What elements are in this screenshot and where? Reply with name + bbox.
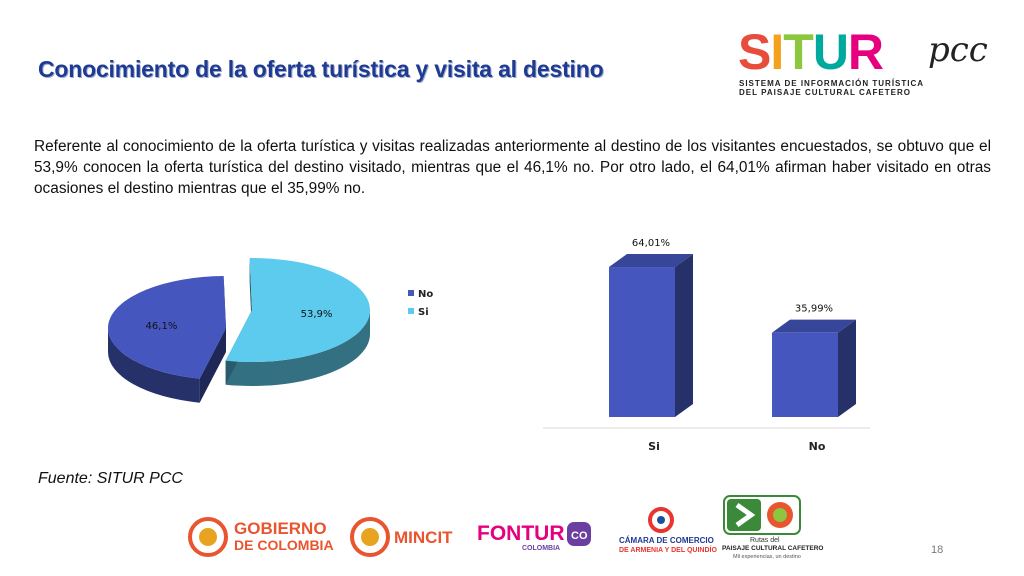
pie-slice-cut-no xyxy=(199,328,226,403)
bar-tick-label: Si xyxy=(648,440,660,453)
bar-tick-label: No xyxy=(809,440,826,453)
bar-si xyxy=(609,267,675,417)
rutas-line1: Rutas del xyxy=(750,537,780,544)
fontur-logo: FONTUR CO COLOMBIA xyxy=(477,522,591,552)
co-badge-icon xyxy=(567,522,591,546)
page-number: 18 xyxy=(931,544,944,556)
gobierno-line2: DE COLOMBIA xyxy=(234,537,334,553)
source-note: Fuente: SITUR PCC xyxy=(38,470,183,487)
svg-text:CO: CO xyxy=(571,530,588,542)
bar-side-no xyxy=(838,319,856,417)
fontur-text: FONTUR xyxy=(477,522,565,545)
gobierno-line1: GOBIERNO xyxy=(234,519,327,538)
pie-slice-no xyxy=(107,276,226,379)
pie-slice-side-si xyxy=(225,310,370,386)
pie-slice-side-no xyxy=(108,328,200,403)
mincit-logo: MINCIT xyxy=(350,517,453,557)
bar-data-label: 64,01% xyxy=(632,238,670,249)
bar-top-si xyxy=(609,254,693,268)
situr-pcc-logo: SITUR pcc SISTEMA DE INFORMACIÓN TURÍSTI… xyxy=(732,24,1002,104)
mincit-seal-icon xyxy=(350,517,390,557)
camara-comercio-logo: CÁMARA DE COMERCIO DE ARMENIA Y DEL QUIN… xyxy=(619,507,717,554)
colombia-seal-icon xyxy=(188,517,228,557)
bar-data-label: 35,99% xyxy=(795,304,833,315)
situr-logo-subtitle: SISTEMA DE INFORMACIÓN TURÍSTICA DEL PAI… xyxy=(739,79,925,97)
camara-line1: CÁMARA DE COMERCIO xyxy=(619,536,714,545)
bar-no xyxy=(772,332,838,417)
legend-swatch-no xyxy=(408,290,414,296)
rutas-line2: PAISAJE CULTURAL CAFETERO xyxy=(722,545,823,552)
rutas-pcc-logo: Rutas del PAISAJE CULTURAL CAFETERO Mil … xyxy=(722,495,823,560)
situr-logo-word: SITUR xyxy=(738,24,884,80)
fontur-sub: COLOMBIA xyxy=(522,545,560,552)
camara-emblem-icon xyxy=(648,507,674,533)
pie-slice-si xyxy=(225,258,370,362)
gobierno-colombia-logo: GOBIERNO DE COLOMBIA xyxy=(188,517,334,557)
rutas-emblem-icon xyxy=(723,495,801,535)
pie-data-label: 53,9% xyxy=(301,309,333,320)
mincit-text: MINCIT xyxy=(394,528,453,547)
bar-top-no xyxy=(772,319,856,333)
pie-data-label: 46,1% xyxy=(146,321,178,332)
rutas-line3: Mil experiencias, un destino xyxy=(733,554,801,560)
situr-logo-suffix: pcc xyxy=(928,30,988,70)
legend-label-si: Si xyxy=(418,307,429,318)
bar-chart: 64,01% 35,99% Si No xyxy=(543,238,870,453)
body-paragraph: Referente al conocimiento de la oferta t… xyxy=(34,138,991,197)
slide-title: Conocimiento de la oferta turística y vi… xyxy=(38,56,604,82)
legend-swatch-si xyxy=(408,308,414,314)
camara-line2: DE ARMENIA Y DEL QUINDÍO xyxy=(619,545,717,554)
legend-label-no: No xyxy=(418,289,433,300)
bar-side-si xyxy=(675,254,693,417)
pie-chart: 46,1% 53,9% No Si xyxy=(107,258,433,403)
